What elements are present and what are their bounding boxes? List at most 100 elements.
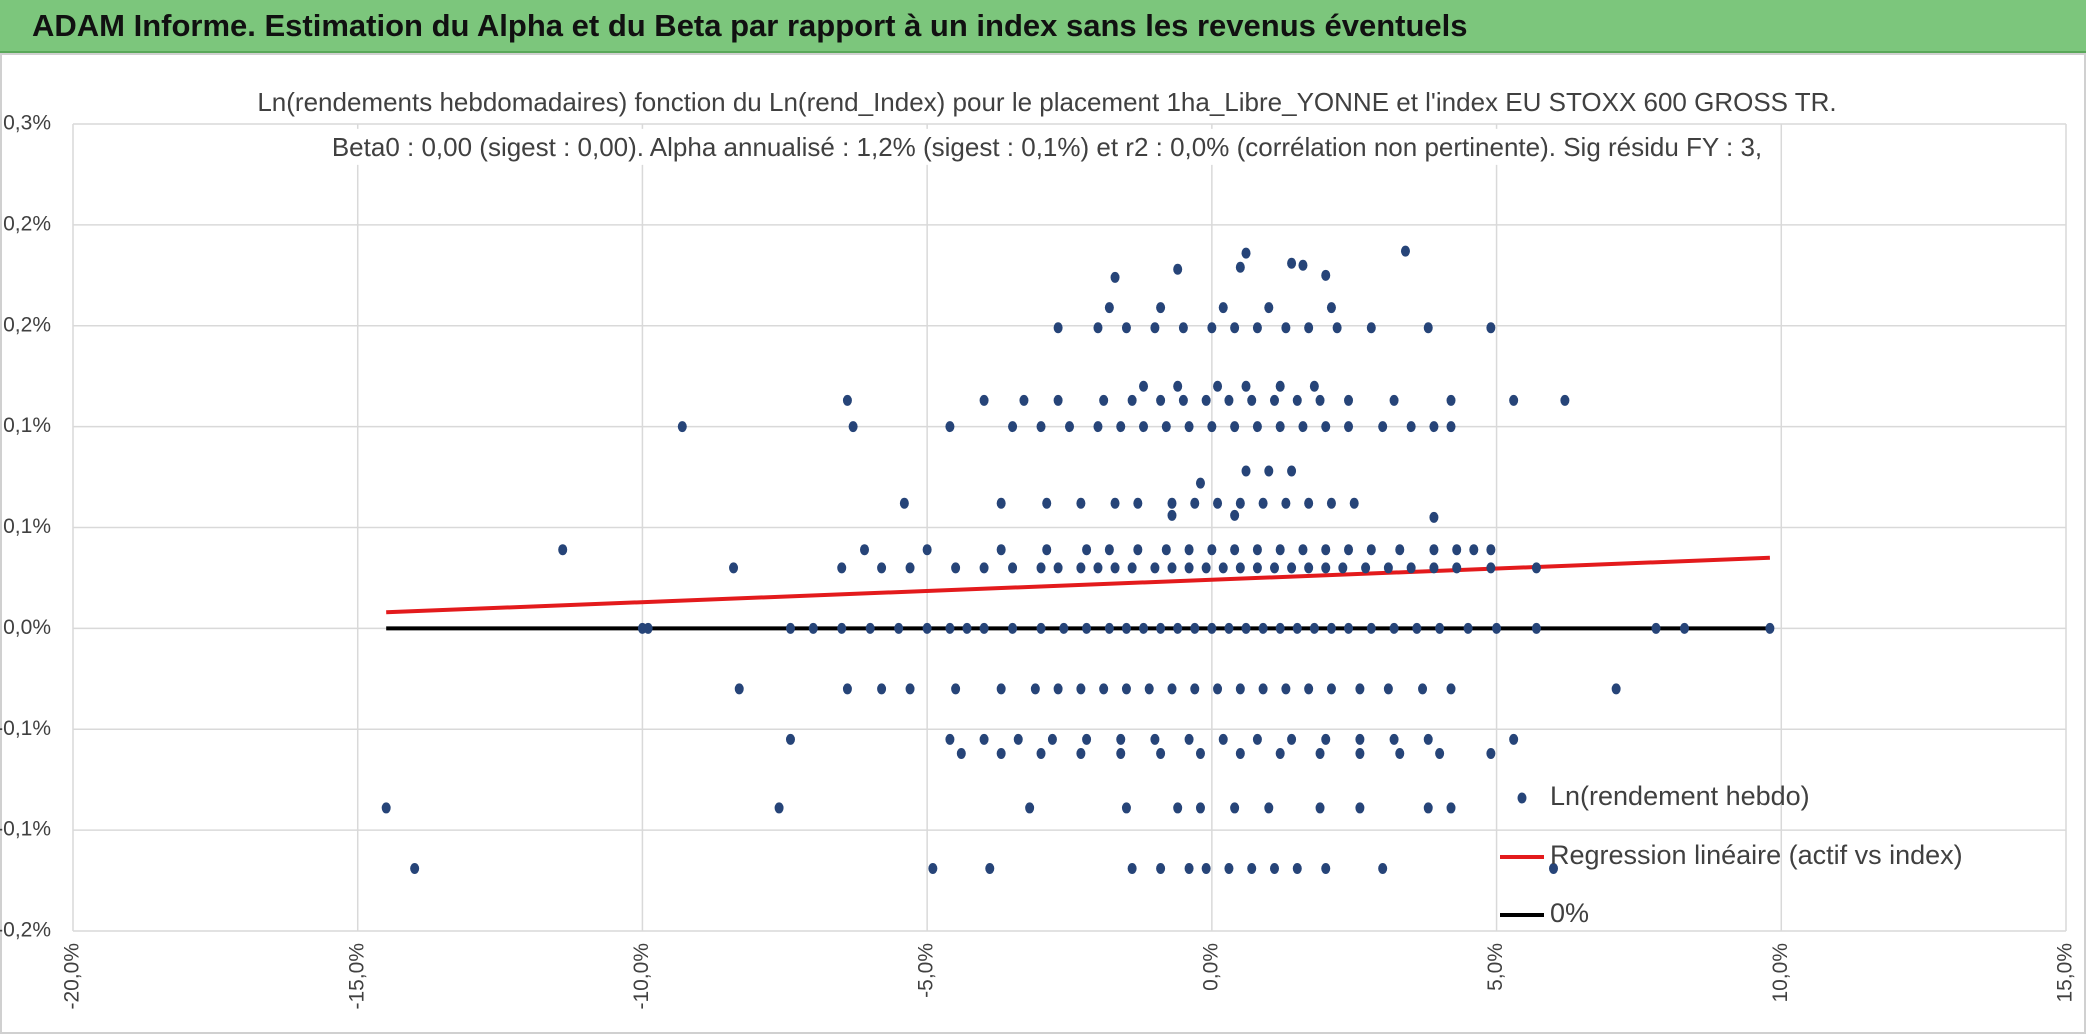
- scatter-point: [1383, 683, 1393, 695]
- scatter-point: [837, 622, 847, 634]
- y-tick-label: 0,1%: [3, 515, 51, 538]
- scatter-point: [410, 862, 420, 874]
- scatter-point: [1389, 394, 1399, 406]
- scatter-point: [1167, 509, 1177, 521]
- scatter-point: [1144, 683, 1154, 695]
- scatter-point: [1121, 622, 1131, 634]
- scatter-point: [1218, 302, 1228, 314]
- scatter-point: [1093, 421, 1103, 433]
- scatter-point: [1213, 380, 1223, 392]
- scatter-point: [677, 421, 687, 433]
- title-backing: [249, 83, 1845, 120]
- scatter-point: [1509, 394, 1519, 406]
- scatter-point: [1053, 394, 1063, 406]
- scatter-point: [1230, 421, 1240, 433]
- chart-subtitle: Beta0 : 0,00 (sigest : 0,00). Alpha annu…: [332, 132, 1762, 162]
- scatter-point: [1321, 733, 1331, 745]
- scatter-point: [1082, 733, 1092, 745]
- scatter-point: [1053, 683, 1063, 695]
- scatter-point: [1230, 802, 1240, 814]
- scatter-point: [1252, 421, 1262, 433]
- scatter-point: [1076, 497, 1086, 509]
- scatter-point: [1406, 562, 1416, 574]
- scatter-point: [1258, 622, 1268, 634]
- scatter-point: [1304, 683, 1314, 695]
- scatter-point: [1241, 380, 1251, 392]
- scatter-point: [1099, 394, 1109, 406]
- scatter-point: [1252, 562, 1262, 574]
- scatter-point: [1042, 544, 1052, 556]
- scatter-point: [1258, 683, 1268, 695]
- scatter-point: [558, 544, 568, 556]
- scatter-point: [381, 802, 391, 814]
- scatter-point: [1611, 683, 1621, 695]
- scatter-point: [1173, 622, 1183, 634]
- scatter-point: [842, 394, 852, 406]
- scatter-point: [1446, 421, 1456, 433]
- scatter-point: [860, 544, 870, 556]
- chart: -0,2% -0,1% -0,1% 0,0% 0,1% 0,1% 0,2% 0,2% 0,3% -…: [0, 53, 2086, 1034]
- scatter-point: [1355, 802, 1365, 814]
- scatter-point: [1452, 544, 1462, 556]
- scatter-point: [1173, 263, 1183, 275]
- scatter-point: [956, 747, 966, 759]
- scatter-point: [1121, 802, 1131, 814]
- scatter-point: [1241, 622, 1251, 634]
- scatter-point: [1184, 862, 1194, 874]
- scatter-point: [1400, 245, 1410, 257]
- scatter-point: [1156, 622, 1166, 634]
- scatter-point: [1321, 269, 1331, 281]
- scatter-point: [1452, 562, 1462, 574]
- scatter-point: [1036, 421, 1046, 433]
- scatter-point: [734, 683, 744, 695]
- legend-label: Ln(rendement hebdo): [1550, 781, 1810, 811]
- scatter-point: [1230, 544, 1240, 556]
- scatter-point: [1207, 622, 1217, 634]
- scatter-point: [1446, 802, 1456, 814]
- scatter-point: [928, 862, 938, 874]
- scatter-point: [1492, 622, 1502, 634]
- scatter-point: [1235, 747, 1245, 759]
- scatter-point: [1139, 421, 1149, 433]
- scatter-point: [1366, 322, 1376, 334]
- scatter-point: [1167, 497, 1177, 509]
- scatter-point: [1281, 322, 1291, 334]
- y-tick-label: 0,2%: [3, 313, 51, 336]
- scatter-point: [1127, 862, 1137, 874]
- scatter-point: [848, 421, 858, 433]
- scatter-point: [1269, 862, 1279, 874]
- scatter-point: [1184, 562, 1194, 574]
- scatter-point: [1241, 247, 1251, 259]
- scatter-point: [1230, 322, 1240, 334]
- scatter-point: [1093, 562, 1103, 574]
- scatter-point: [1292, 862, 1302, 874]
- x-tick-label: -10,0%: [630, 943, 653, 1010]
- scatter-point: [1235, 562, 1245, 574]
- scatter-point: [951, 562, 961, 574]
- scatter-point: [1423, 802, 1433, 814]
- scatter-point: [1298, 544, 1308, 556]
- legend-marker: [1517, 792, 1527, 804]
- scatter-point: [1486, 544, 1496, 556]
- scatter-point: [1344, 622, 1354, 634]
- scatter-point: [1309, 622, 1319, 634]
- scatter-point: [1019, 394, 1029, 406]
- scatter-point: [1679, 622, 1689, 634]
- scatter-point: [1435, 622, 1445, 634]
- scatter-point: [1264, 802, 1274, 814]
- scatter-point: [1082, 544, 1092, 556]
- scatter-point: [1418, 683, 1428, 695]
- scatter-point: [1281, 683, 1291, 695]
- scatter-point: [1121, 322, 1131, 334]
- scatter-point: [1201, 562, 1211, 574]
- y-tick-label: -0,1%: [0, 717, 51, 740]
- scatter-point: [945, 421, 955, 433]
- scatter-point: [1378, 421, 1388, 433]
- scatter-point: [1099, 683, 1109, 695]
- scatter-point: [1139, 380, 1149, 392]
- scatter-point: [1224, 862, 1234, 874]
- scatter-point: [1509, 733, 1519, 745]
- scatter-point: [1207, 421, 1217, 433]
- scatter-point: [785, 733, 795, 745]
- scatter-point: [1025, 802, 1035, 814]
